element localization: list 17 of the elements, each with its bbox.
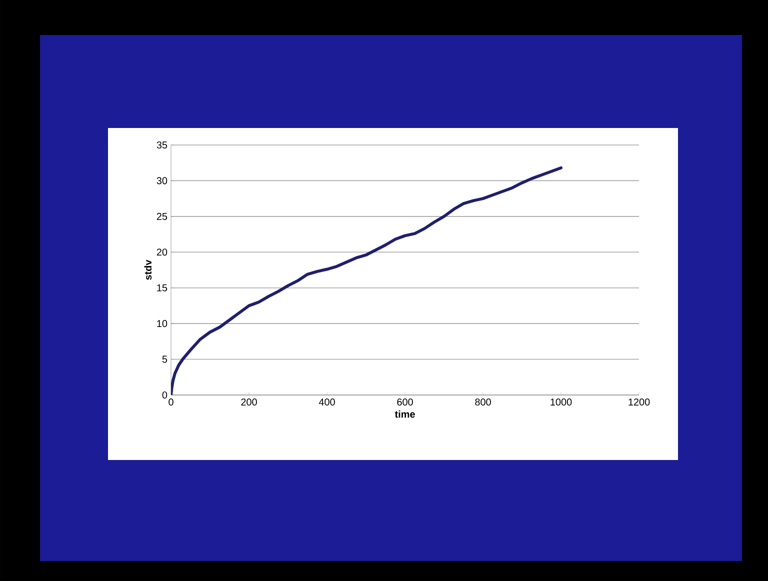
- x-tick-label: 1200: [628, 398, 650, 406]
- y-tick-label: 20: [156, 248, 168, 256]
- x-tick-label: 200: [241, 398, 257, 406]
- y-tick-label: 25: [156, 212, 168, 220]
- y-axis-title: stdv: [144, 260, 152, 280]
- x-axis-title: time: [394, 410, 415, 418]
- y-tick-label: 30: [156, 177, 168, 184]
- x-tick-label: 600: [397, 398, 413, 406]
- x-tick-label: 0: [168, 398, 174, 406]
- x-tick-label: 800: [475, 398, 491, 406]
- x-tick-label: 1000: [550, 398, 572, 406]
- y-tick-label: 15: [157, 284, 168, 292]
- y-tick-label: 5: [162, 356, 168, 363]
- y-tick-label: 10: [157, 320, 168, 328]
- y-tick-label: 0: [162, 391, 168, 399]
- y-tick-label: 35: [156, 141, 168, 149]
- x-tick-label: 400: [318, 398, 335, 406]
